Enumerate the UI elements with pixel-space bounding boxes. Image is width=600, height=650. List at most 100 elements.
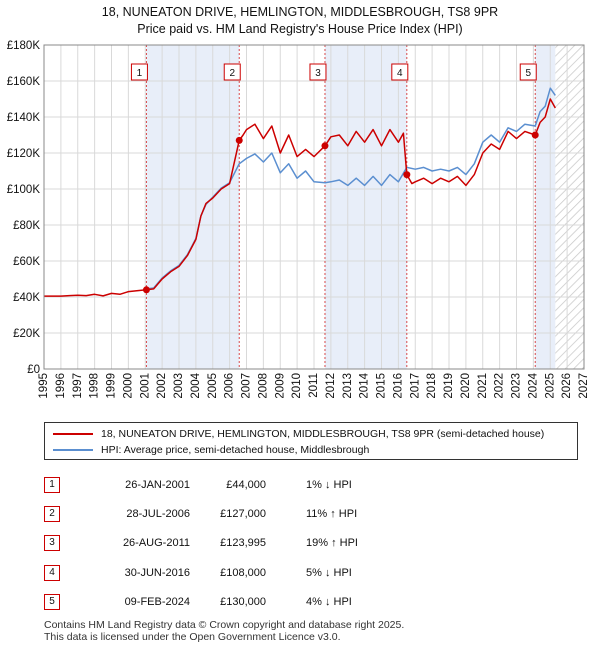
chart-title: 18, NUNEATON DRIVE, HEMLINGTON, MIDDLESB… <box>0 4 600 38</box>
grid-lines <box>43 44 585 370</box>
shaded-periods <box>146 45 556 369</box>
x-tick-label: 2000 <box>122 373 134 399</box>
x-tick-label: 2011 <box>308 373 320 398</box>
series-lines <box>44 87 556 297</box>
legend-swatch-price <box>53 433 93 435</box>
sale-label-number: 5 <box>525 68 531 79</box>
sale-hpi-diff: 4% ↓ HPI <box>306 596 352 608</box>
x-tick-label: 2012 <box>325 373 337 399</box>
shaded-period <box>324 45 407 369</box>
sale-label-box <box>309 63 327 81</box>
footer: Contains HM Land Registry data © Crown c… <box>44 619 404 643</box>
price-paid-line <box>44 98 556 297</box>
legend-swatch-hpi <box>53 449 93 451</box>
x-tick-label: 2017 <box>409 373 421 399</box>
sale-number-badge: 2 <box>44 506 60 522</box>
table-row: 1 26-JAN-2001 £44,000 1% ↓ HPI <box>0 476 600 496</box>
sale-label-number: 1 <box>137 68 143 79</box>
sale-point <box>403 171 411 179</box>
x-tick-label: 2006 <box>224 373 236 399</box>
sale-label-number: 2 <box>229 68 235 79</box>
x-tick-label: 2009 <box>274 373 286 399</box>
x-tick-label: 1999 <box>106 373 118 399</box>
y-tick-label: £0 <box>27 364 40 376</box>
sale-date: 26-JAN-2001 <box>125 479 190 491</box>
x-tick-label: 2018 <box>426 373 438 399</box>
x-tick-label: 2025 <box>544 373 556 399</box>
y-tick-label: £180K <box>7 40 41 52</box>
x-tick-label: 2019 <box>443 373 455 399</box>
sale-hpi-diff: 19% ↑ HPI <box>306 537 358 549</box>
x-tick-label: 2026 <box>561 373 573 399</box>
y-tick-label: £40K <box>13 292 40 304</box>
sale-price: £127,000 <box>220 508 266 520</box>
x-tick-label: 2008 <box>257 373 269 399</box>
x-tick-label: 2003 <box>173 373 185 399</box>
forecast-hatch <box>555 45 584 369</box>
y-tick-label: £160K <box>7 76 41 88</box>
title-line-2: Price paid vs. HM Land Registry's House … <box>137 22 463 36</box>
sale-number-badge: 3 <box>44 535 60 551</box>
legend: 18, NUNEATON DRIVE, HEMLINGTON, MIDDLESB… <box>44 422 578 460</box>
sale-price: £130,000 <box>220 596 266 608</box>
sale-label-number: 4 <box>397 68 403 79</box>
sale-price: £108,000 <box>220 567 266 579</box>
x-tick-label: 1998 <box>89 373 101 399</box>
shaded-period <box>535 45 556 369</box>
sale-point <box>321 142 329 150</box>
y-tick-label: £80K <box>13 220 40 232</box>
sale-hpi-diff: 5% ↓ HPI <box>306 567 352 579</box>
footer-line-1: Contains HM Land Registry data © Crown c… <box>44 619 405 631</box>
x-tick-label: 1995 <box>38 373 50 399</box>
sale-number-badge: 5 <box>44 594 60 610</box>
forecast-hatch-rect <box>555 45 584 369</box>
sale-labels: 1 2 3 4 5 <box>130 63 537 81</box>
table-row: 3 26-AUG-2011 £123,995 19% ↑ HPI <box>0 534 600 554</box>
x-tick-label: 2023 <box>511 373 523 399</box>
x-tick-label: 2021 <box>477 373 489 399</box>
x-tick-label: 1996 <box>55 373 67 399</box>
x-tick-label: 1997 <box>72 373 84 399</box>
sale-hpi-diff: 1% ↓ HPI <box>306 479 352 491</box>
y-tick-label: £140K <box>7 112 41 124</box>
y-tick-label: £20K <box>13 328 40 340</box>
x-tick-label: 2014 <box>359 372 371 398</box>
x-tick-label: 2027 <box>578 373 590 399</box>
y-tick-label: £60K <box>13 256 40 268</box>
x-tick-label: 2004 <box>190 372 202 398</box>
y-axis-ticks: £0 £20K £40K £60K £80K £100K £120K £140K £160K £1… <box>7 40 41 376</box>
y-tick-label: £120K <box>7 148 41 160</box>
sale-number-badge: 1 <box>44 477 60 493</box>
sale-date-lines <box>145 45 536 369</box>
sale-date: 28-JUL-2006 <box>126 508 190 520</box>
sale-markers <box>142 131 539 294</box>
table-row: 2 28-JUL-2006 £127,000 11% ↑ HPI <box>0 505 600 525</box>
x-tick-label: 2020 <box>460 373 472 399</box>
sale-point <box>235 136 243 144</box>
x-tick-label: 2010 <box>291 373 303 399</box>
sale-date: 30-JUN-2016 <box>124 567 190 579</box>
table-row: 5 09-FEB-2024 £130,000 4% ↓ HPI <box>0 593 600 613</box>
legend-entry-price: 18, NUNEATON DRIVE, HEMLINGTON, MIDDLESB… <box>53 426 544 442</box>
x-tick-label: 2013 <box>342 373 354 399</box>
x-tick-label: 2015 <box>376 373 388 399</box>
x-tick-label: 2005 <box>207 373 219 399</box>
x-axis-ticks: 1995 1996 1997 1998 1999 2000 2001 2002 2003 2004… <box>38 372 590 398</box>
sale-price: £123,995 <box>220 537 266 549</box>
sale-label-box <box>519 63 537 81</box>
y-tick-label: £100K <box>7 184 41 196</box>
legend-entry-hpi: HPI: Average price, semi-detached house,… <box>53 442 369 458</box>
x-tick-label: 2001 <box>139 373 151 399</box>
title-line-1: 18, NUNEATON DRIVE, HEMLINGTON, MIDDLESB… <box>101 5 499 19</box>
sale-point <box>142 286 150 294</box>
x-tick-label: 2016 <box>392 373 404 399</box>
sale-date: 09-FEB-2024 <box>124 596 190 608</box>
shaded-period <box>146 45 240 369</box>
sale-label-box <box>391 63 409 81</box>
x-tick-label: 2007 <box>241 373 253 399</box>
table-row: 4 30-JUN-2016 £108,000 5% ↓ HPI <box>0 564 600 584</box>
sale-label-number: 3 <box>315 68 321 79</box>
x-tick-label: 2002 <box>156 373 168 399</box>
sale-label-box <box>223 63 241 81</box>
